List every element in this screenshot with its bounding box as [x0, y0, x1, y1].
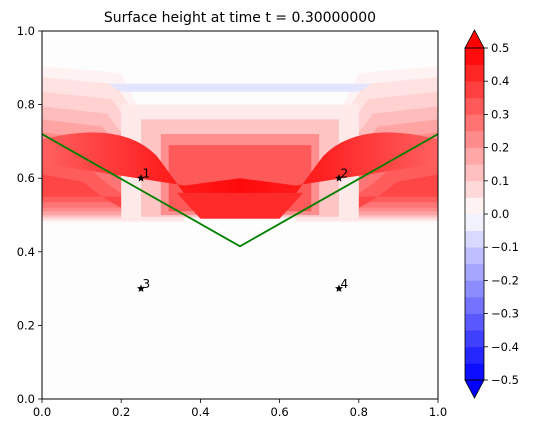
colorbar-level	[465, 313, 484, 331]
colorbar-tick-label: −0.4	[491, 340, 519, 354]
colorbar-level	[465, 131, 484, 148]
colorbar-extend-min	[464, 379, 485, 399]
gauge-star-marker	[137, 174, 145, 182]
gauge-label: 4	[341, 277, 349, 291]
x-tick-label: 1.0	[429, 405, 447, 419]
gauge-star-marker	[137, 284, 145, 292]
y-axis: 0.0 0.2 0.4 0.6 0.8 1.0	[17, 24, 42, 406]
colorbar-level	[465, 214, 484, 231]
surface-field	[42, 65, 438, 223]
y-tick-label: 0.0	[17, 392, 35, 406]
colorbar-tick-label: 0.0	[491, 207, 509, 221]
gauge-label: 3	[143, 277, 151, 291]
colorbar-level	[465, 114, 484, 132]
x-axis: 0.0 0.2 0.4 0.6 0.8 1.0	[33, 399, 447, 419]
gauge-label: 2	[341, 167, 349, 181]
x-tick-label: 0.8	[350, 405, 368, 419]
x-tick-label: 0.4	[191, 405, 209, 419]
colorbar-level	[465, 97, 484, 115]
colorbar-level	[465, 280, 484, 298]
colorbar-tick-label: −0.3	[491, 307, 519, 321]
colorbar-tick-label: 0.1	[491, 174, 509, 188]
y-tick-label: 0.8	[17, 98, 35, 112]
gauge-star-marker	[335, 284, 343, 292]
y-tick-label: 0.4	[17, 245, 35, 259]
colorbar-tick-label: 0.3	[491, 107, 509, 121]
x-tick-label: 0.2	[112, 405, 130, 419]
plot-frame	[41, 30, 439, 400]
y-tick-label: 0.6	[17, 171, 35, 185]
gauge-label: 1	[143, 167, 151, 181]
colorbar-level	[465, 197, 484, 215]
colorbar-levels	[465, 48, 484, 381]
colorbar-tick-label: −0.1	[491, 240, 519, 254]
colorbar-level	[465, 180, 484, 198]
contour-band-left	[42, 159, 185, 210]
colorbar-tick-label: −0.5	[491, 373, 519, 387]
colorbar-tick-label: 0.5	[491, 41, 509, 55]
colorbar-level	[465, 230, 484, 248]
x-tick-label: 0.6	[270, 405, 288, 419]
ridge-line	[41, 133, 439, 248]
colorbar-level	[465, 346, 484, 364]
y-tick-label: 0.2	[17, 318, 35, 332]
colorbar: −0.5 −0.4 −0.3 −0.2 −0.1 0.0 0.1 0.2 0.3 0.4 0.5	[464, 29, 519, 399]
colorbar-level	[465, 297, 484, 314]
colorbar-level	[465, 81, 484, 99]
colorbar-level	[465, 64, 484, 82]
colorbar-level	[465, 164, 484, 182]
colorbar-level	[465, 263, 484, 281]
colorbar-level	[465, 330, 484, 348]
depression-band	[109, 83, 371, 92]
gauge-markers: 1 2 3 4	[137, 167, 348, 292]
chart-title: Surface height at time t = 0.30000000	[104, 10, 376, 26]
plot-area: 1 2 3 4 0.0 0.2 0.4 0.6 0.8 1.0 0.0 0.2 0.4 0.6 0.8 1…	[17, 24, 447, 419]
x-tick-label: 0.0	[33, 405, 51, 419]
contour-band-right	[295, 159, 438, 210]
colorbar-level	[465, 147, 484, 165]
gauge-star-marker	[335, 174, 343, 182]
colorbar-axis: −0.5 −0.4 −0.3 −0.2 −0.1 0.0 0.1 0.2 0.3 0.4 0.5	[484, 41, 519, 387]
y-tick-label: 1.0	[17, 24, 35, 38]
colorbar-level	[465, 48, 484, 65]
colorbar-extend-max	[464, 29, 485, 49]
colorbar-tick-label: −0.2	[491, 273, 519, 287]
colorbar-level	[465, 363, 484, 381]
colorbar-tick-label: 0.2	[491, 141, 509, 155]
colorbar-tick-label: 0.4	[491, 74, 509, 88]
contour-band-core	[176, 192, 304, 219]
colorbar-level	[465, 247, 484, 265]
